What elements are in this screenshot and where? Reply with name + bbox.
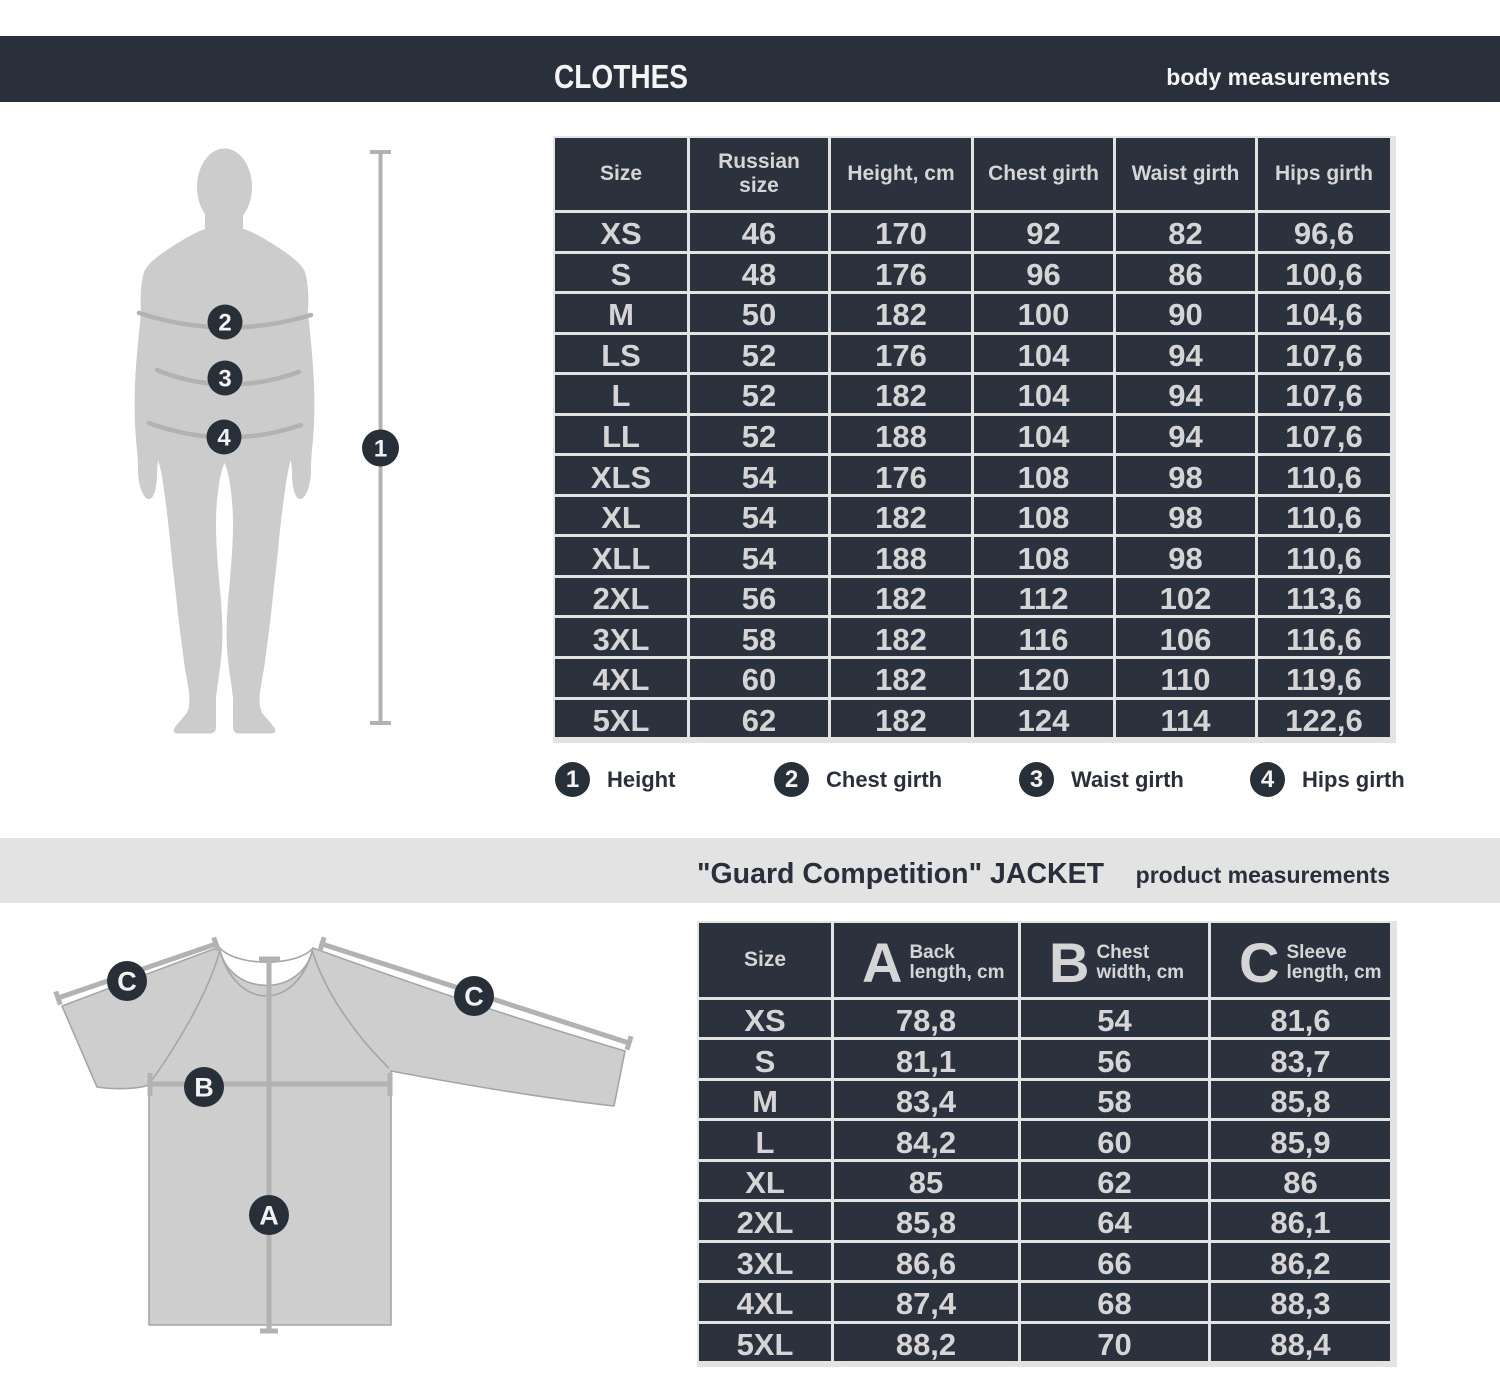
svg-text:1: 1 — [374, 435, 387, 462]
svg-text:C: C — [117, 966, 137, 996]
svg-text:2: 2 — [218, 309, 231, 336]
svg-text:4: 4 — [217, 424, 231, 451]
svg-text:3: 3 — [218, 365, 231, 392]
svg-text:A: A — [259, 1200, 279, 1230]
svg-text:B: B — [194, 1072, 214, 1102]
svg-text:C: C — [464, 981, 484, 1011]
